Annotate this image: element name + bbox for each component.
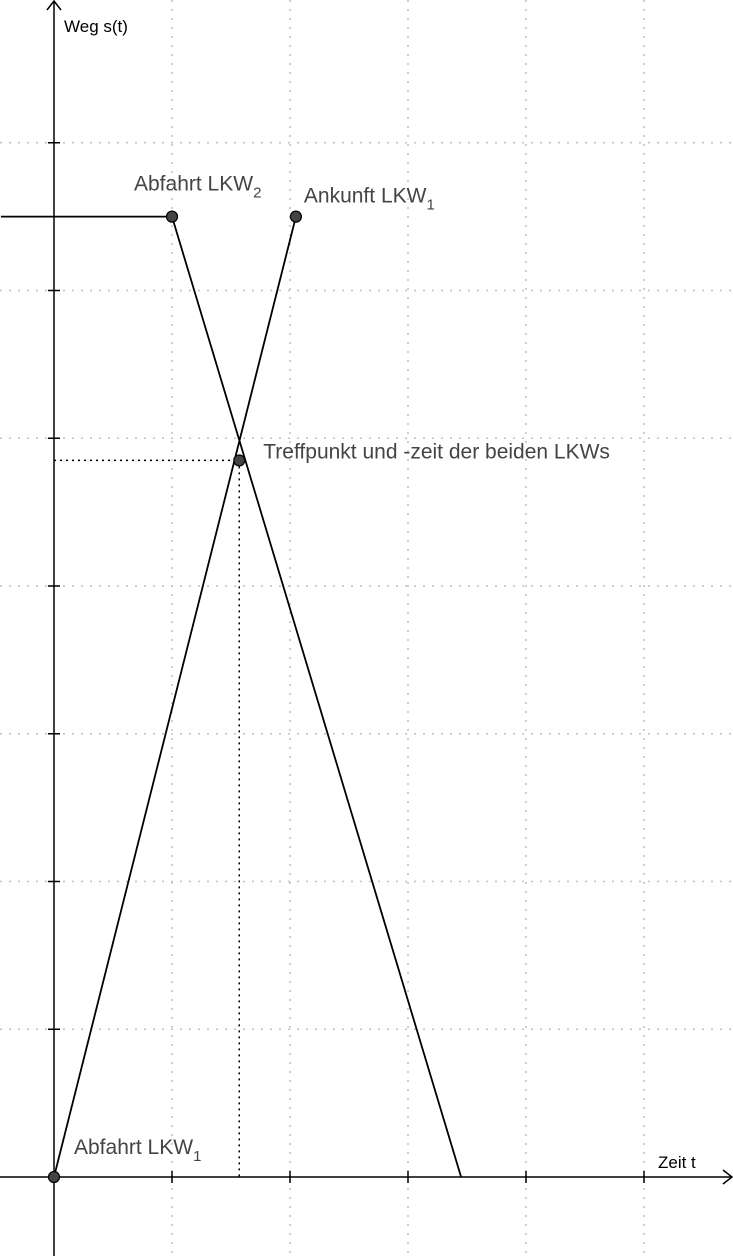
y-axis-arrow (46, 0, 62, 11)
lkw1-path-line (53, 216, 297, 1178)
lkw1-start-label: Abfahrt LKW1 (74, 1136, 201, 1165)
meeting-guides (54, 459, 241, 1177)
lkw2-start-point (165, 210, 179, 223)
lkw1-start-point (47, 1170, 61, 1184)
x-axis-arrow (722, 1169, 733, 1185)
y-axis-title: Weg s(t) (64, 17, 128, 36)
lkw1-end-point (289, 210, 302, 223)
lkw2-start-label: Abfahrt LKW2 (134, 173, 261, 202)
x-axis-title: Zeit t (658, 1153, 696, 1172)
meeting-point (233, 454, 246, 467)
lkw2-path-line (171, 216, 462, 1178)
labels: Abfahrt LKW1 Abfahrt LKW2 Ankunft LKW1 Tref… (74, 173, 610, 1165)
lkw1-end-label: Ankunft LKW1 (304, 185, 435, 214)
meeting-label: Treffpunkt und -zeit der beiden LKWs (263, 440, 610, 463)
series-lines (0, 215, 462, 1178)
points (47, 210, 302, 1184)
